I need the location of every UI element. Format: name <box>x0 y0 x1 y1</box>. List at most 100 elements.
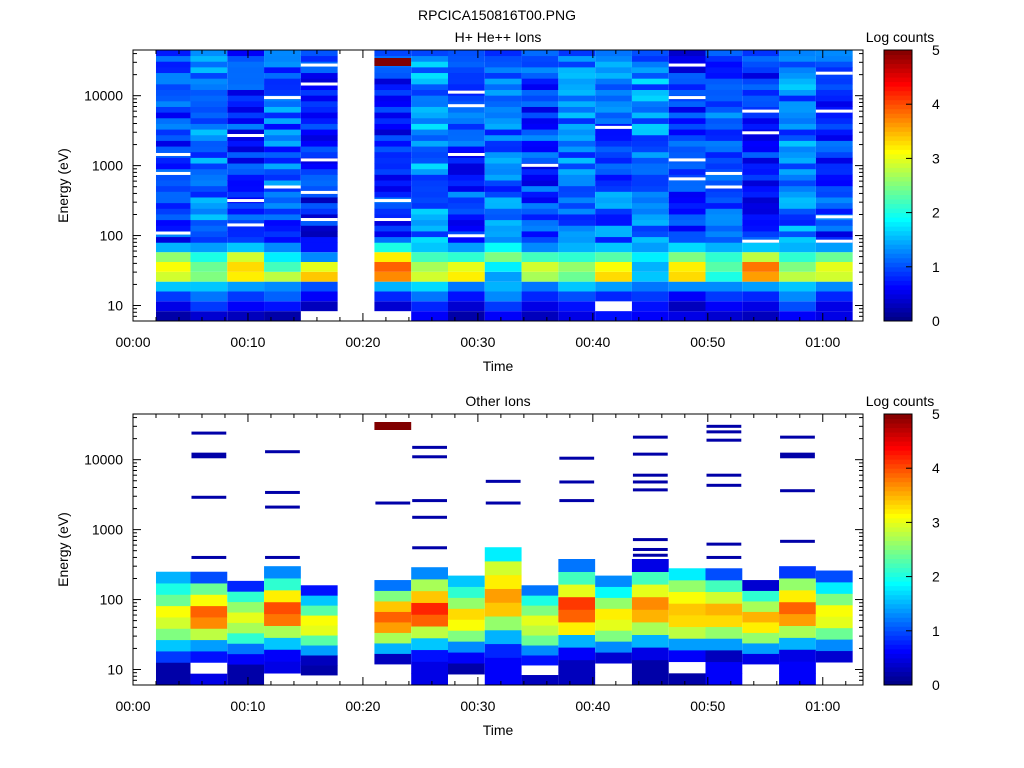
heatmap-cell <box>411 89 448 96</box>
colorbar-segment <box>884 253 912 259</box>
heatmap-cell <box>558 163 596 170</box>
heatmap-cell <box>558 50 596 57</box>
heatmap-cell <box>705 78 743 85</box>
heatmap-cell <box>374 95 412 102</box>
heatmap-cell <box>447 134 485 141</box>
heatmap-cell <box>742 180 780 187</box>
heatmap-cell <box>558 157 596 164</box>
colorbar-segment <box>884 262 912 268</box>
heatmap-cell <box>631 291 669 302</box>
heatmap-cell <box>264 625 301 638</box>
heatmap-cell <box>558 647 596 661</box>
heatmap-cell <box>521 645 559 656</box>
heatmap-cell <box>705 146 743 153</box>
heatmap-cell <box>705 219 743 226</box>
heatmap-cell <box>742 191 780 198</box>
colorbar-segment <box>884 275 912 281</box>
empty-bin <box>447 104 485 108</box>
heatmap-cell <box>779 100 816 107</box>
heatmap-cell <box>668 72 706 79</box>
spectrum-column <box>447 50 485 321</box>
heatmap-cell <box>742 653 780 665</box>
heatmap-cell <box>484 236 522 243</box>
heatmap-cell <box>742 580 780 591</box>
heatmap-cell <box>521 291 559 302</box>
heatmap-cell <box>447 281 485 292</box>
heatmap-cell <box>668 140 706 147</box>
heatmap-cell <box>264 281 301 292</box>
spectrum-column <box>779 435 816 686</box>
heatmap-cell <box>300 197 338 204</box>
colorbar-segment <box>884 190 912 196</box>
heatmap-cell <box>668 180 706 187</box>
heatmap-cell <box>374 301 412 312</box>
heatmap-cell <box>411 637 448 651</box>
heatmap-cell <box>447 123 485 130</box>
colorbar-segment <box>884 675 912 681</box>
heatmap-cell <box>374 117 412 124</box>
colorbar-segment <box>884 117 912 123</box>
colorbar-segment <box>884 481 912 487</box>
heatmap-cell <box>558 100 596 107</box>
heatmap-cell <box>595 608 632 620</box>
heatmap-cell <box>447 163 485 170</box>
heatmap-cell <box>484 561 522 576</box>
heatmap-cell <box>374 112 412 119</box>
heatmap-cell <box>668 55 706 62</box>
heatmap-cell <box>779 174 816 181</box>
heatmap-cell <box>668 252 706 262</box>
colorbar-segment <box>884 257 912 263</box>
heatmap-cell <box>411 567 448 580</box>
heatmap-cell <box>779 180 816 187</box>
heatmap-cell <box>374 163 412 170</box>
empty-bin <box>155 231 191 235</box>
heatmap-cell <box>190 197 228 204</box>
heatmap-cell <box>411 661 448 674</box>
heatmap-cell <box>447 72 485 79</box>
spectrum-column <box>742 50 780 321</box>
heatmap-cell <box>558 180 596 187</box>
x-tick-label: 00:10 <box>230 698 265 714</box>
heatmap-cell <box>447 236 485 243</box>
heatmap-cell <box>595 652 632 664</box>
spectrum-column <box>558 50 596 321</box>
heatmap-cell <box>705 151 743 158</box>
heatmap-cell <box>300 123 338 130</box>
empty-bin <box>705 185 743 189</box>
heatmap-cell <box>595 575 632 587</box>
colorbar-segment <box>884 113 912 119</box>
heatmap-cell <box>155 202 191 209</box>
heatmap-cell <box>742 590 780 602</box>
heatmap-cell <box>447 652 485 664</box>
heatmap-cell <box>815 61 853 68</box>
heatmap-cell <box>227 72 265 79</box>
heatmap-cell <box>300 655 338 666</box>
heatmap-cell <box>595 140 632 147</box>
heatmap-cell <box>227 134 265 141</box>
spectrum-column <box>779 50 816 321</box>
heatmap-cell <box>155 219 191 226</box>
heatmap-cell <box>668 649 706 663</box>
heatmap-cell <box>521 50 559 57</box>
heatmap-cell <box>631 106 669 113</box>
heatmap-cell <box>411 168 448 175</box>
heatmap-cell <box>264 185 301 192</box>
heatmap-cell <box>558 129 596 136</box>
heatmap-cell <box>447 50 485 57</box>
colorbar-segment <box>884 436 912 442</box>
heatmap-cell <box>521 675 559 686</box>
heatmap-cell <box>779 301 816 312</box>
heatmap-cell <box>742 140 780 147</box>
colorbar-segment <box>884 531 912 537</box>
colorbar-segment <box>884 513 912 519</box>
heatmap-cell <box>595 134 632 141</box>
heatmap-cell <box>668 151 706 158</box>
heatmap-cell <box>300 106 338 113</box>
empty-bin <box>521 163 559 167</box>
heatmap-cell <box>558 112 596 119</box>
heatmap-cell <box>300 291 338 302</box>
colorbar-tick-label: 2 <box>932 205 940 221</box>
heatmap-cell <box>374 100 412 107</box>
heatmap-cell <box>190 242 228 253</box>
heatmap-cell <box>374 214 412 221</box>
